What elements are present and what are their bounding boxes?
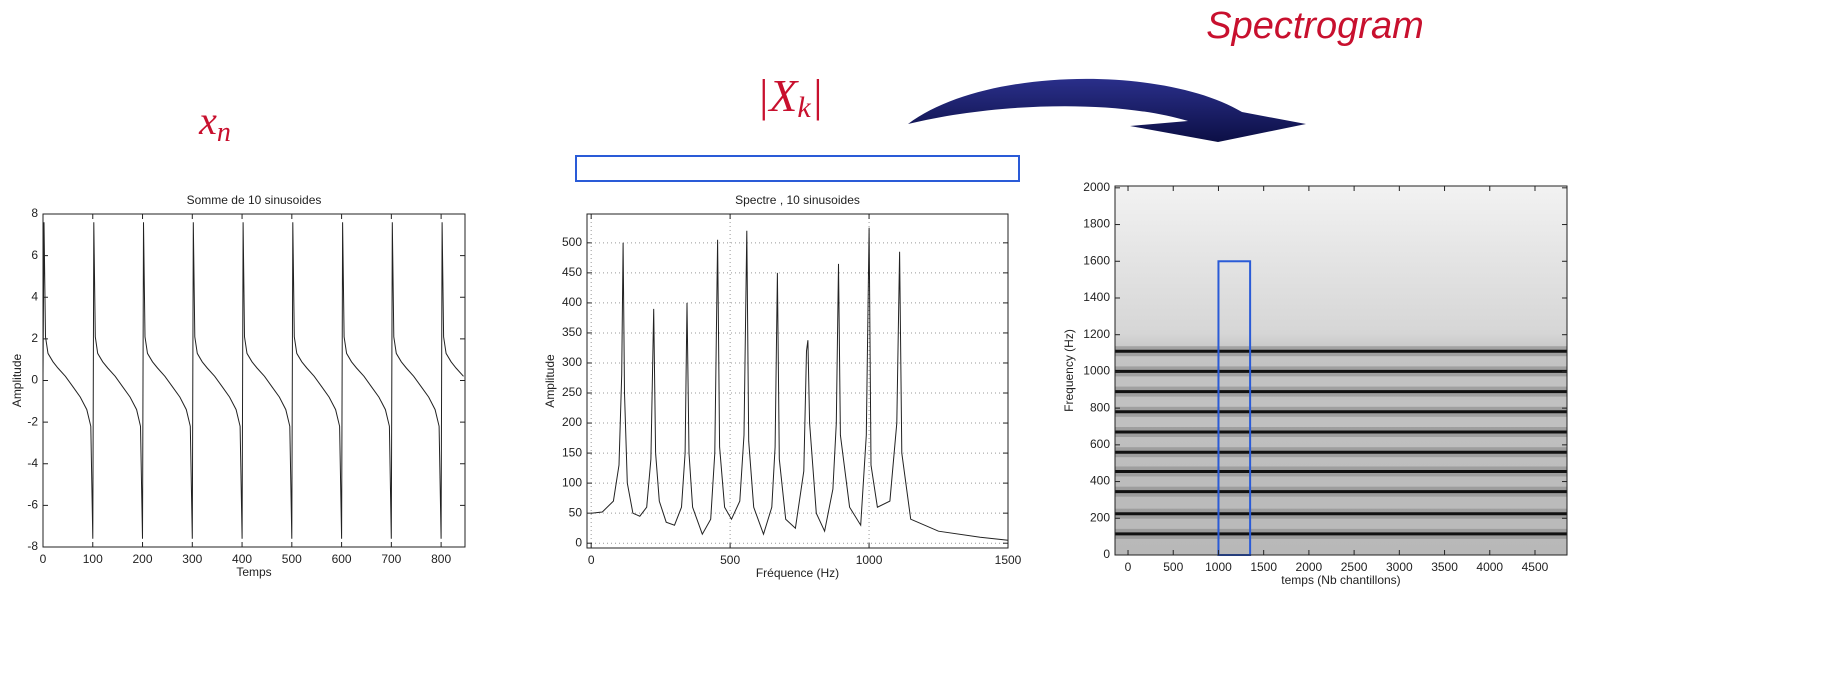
highlight-box xyxy=(575,155,1020,182)
plot-frame xyxy=(1114,185,1568,556)
x-tick-label: 500 xyxy=(282,552,302,566)
x-tick-label: 1500 xyxy=(995,553,1022,567)
y-tick-label: 0 xyxy=(1103,547,1110,561)
y-tick-label: 6 xyxy=(31,248,38,262)
x-tick-label: 600 xyxy=(332,552,352,566)
x-tick-label: 1000 xyxy=(1205,560,1232,574)
plot-frame xyxy=(42,213,466,548)
x-tick-label: 200 xyxy=(133,552,153,566)
y-axis-label: Amplitude xyxy=(543,354,557,408)
x-tick-label: 100 xyxy=(83,552,103,566)
x-tick-label: 3500 xyxy=(1431,560,1458,574)
x-axis-label: temps (Nb chantillons) xyxy=(1281,573,1400,587)
y-tick-label: -4 xyxy=(27,456,38,470)
x-tick-label: 1500 xyxy=(1250,560,1277,574)
y-tick-label: 300 xyxy=(562,355,582,369)
signal-sub: n xyxy=(217,117,231,148)
x-tick-label: 800 xyxy=(431,552,451,566)
arrow xyxy=(908,78,1306,142)
x-tick-label: 3000 xyxy=(1386,560,1413,574)
x-axis-label: Fréquence (Hz) xyxy=(756,566,839,580)
x-tick-label: 500 xyxy=(1163,560,1183,574)
y-tick-label: 4 xyxy=(31,289,38,303)
y-tick-label: 200 xyxy=(1090,510,1110,524)
y-tick-label: -8 xyxy=(27,539,38,553)
spectrogram-label: Spectrogram xyxy=(1206,5,1424,47)
y-tick-label: 350 xyxy=(562,325,582,339)
signal-label: xn xyxy=(198,98,231,148)
y-tick-label: 0 xyxy=(575,535,582,549)
x-tick-label: 0 xyxy=(1125,560,1132,574)
y-tick-label: 150 xyxy=(562,445,582,459)
x-axis-label: Temps xyxy=(236,565,271,579)
y-tick-label: 800 xyxy=(1090,400,1110,414)
y-tick-label: 400 xyxy=(1090,474,1110,488)
y-tick-label: 2 xyxy=(31,331,38,345)
y-tick-label: 2000 xyxy=(1083,180,1110,194)
y-tick-label: 0 xyxy=(31,373,38,387)
spectrum-label: |Xk| xyxy=(757,70,824,124)
y-tick-label: 250 xyxy=(562,385,582,399)
y-tick-label: 8 xyxy=(31,206,38,220)
spectrum-open: |X xyxy=(757,70,800,121)
x-tick-label: 0 xyxy=(588,553,595,567)
plot-frame xyxy=(586,213,1009,549)
x-tick-label: 0 xyxy=(40,552,47,566)
y-axis-label: Frequency (Hz) xyxy=(1062,329,1076,412)
y-tick-label: 1200 xyxy=(1083,327,1110,341)
x-tick-label: 2500 xyxy=(1341,560,1368,574)
x-tick-label: 1000 xyxy=(856,553,883,567)
y-tick-label: 200 xyxy=(562,415,582,429)
chart-title: Spectre , 10 sinusoides xyxy=(735,193,860,207)
y-tick-label: -2 xyxy=(27,414,38,428)
x-tick-label: 300 xyxy=(182,552,202,566)
x-tick-label: 500 xyxy=(720,553,740,567)
y-tick-label: 400 xyxy=(562,295,582,309)
y-tick-label: 50 xyxy=(569,505,583,519)
y-tick-label: 450 xyxy=(562,265,582,279)
y-tick-label: 1800 xyxy=(1083,217,1110,231)
spectrum-sub: k xyxy=(797,91,811,124)
y-tick-label: -6 xyxy=(27,498,38,512)
line xyxy=(42,222,464,539)
y-tick-label: 1400 xyxy=(1083,290,1110,304)
x-tick-label: 400 xyxy=(232,552,252,566)
y-tick-label: 1000 xyxy=(1083,364,1110,378)
spectrum-close: | xyxy=(811,70,824,121)
y-tick-label: 1600 xyxy=(1083,253,1110,267)
x-tick-label: 2000 xyxy=(1296,560,1323,574)
y-tick-label: 100 xyxy=(562,475,582,489)
y-axis-label: Amplitude xyxy=(10,354,24,408)
y-tick-label: 500 xyxy=(562,235,582,249)
x-tick-label: 4500 xyxy=(1522,560,1549,574)
x-tick-label: 4000 xyxy=(1476,560,1503,574)
chart-title: Somme de 10 sinusoides xyxy=(187,193,322,207)
x-tick-label: 700 xyxy=(381,552,401,566)
signal-base: x xyxy=(198,98,217,143)
y-tick-label: 600 xyxy=(1090,437,1110,451)
line xyxy=(591,227,1009,541)
